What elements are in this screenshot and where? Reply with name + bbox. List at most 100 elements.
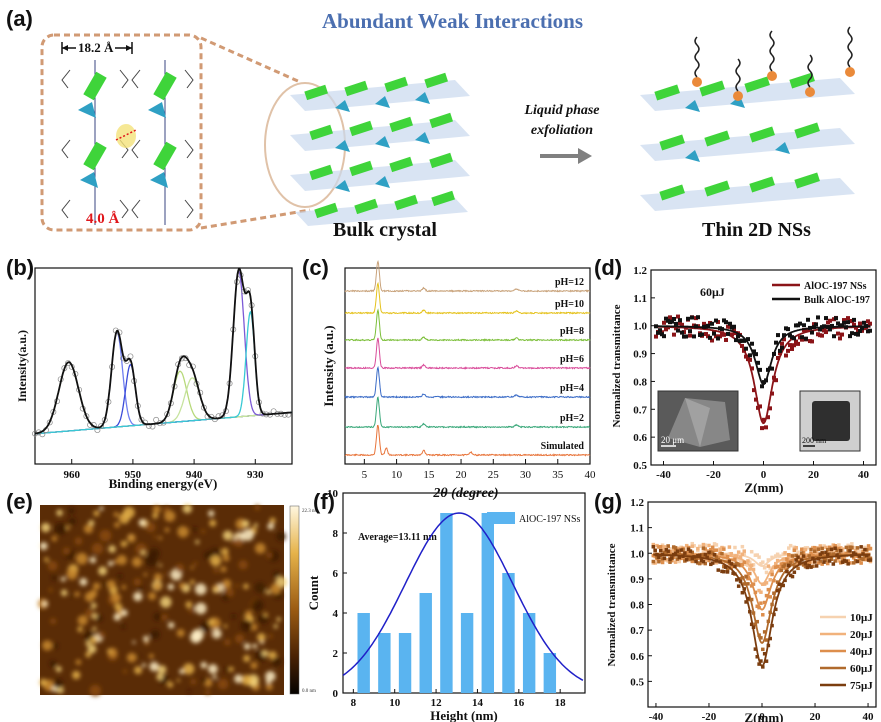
- zscan-fit: [656, 325, 871, 425]
- hist-xtick-label: 10: [389, 697, 401, 709]
- zscan-point: [785, 569, 789, 574]
- afm-grain: [244, 613, 253, 622]
- zscan-point: [856, 329, 860, 334]
- zscan-point: [709, 547, 713, 552]
- zscan-point: [742, 587, 746, 591]
- afm-grain: [92, 582, 101, 590]
- zscan-point: [861, 557, 865, 562]
- afm-grain: [222, 530, 233, 541]
- zscan-point: [712, 548, 717, 553]
- zscan-point: [762, 566, 767, 570]
- afm-grain: [162, 506, 171, 514]
- zscan-point: [818, 552, 823, 557]
- afm-grain: [84, 591, 95, 602]
- zscan-point: [866, 554, 871, 559]
- zscan-point: [814, 322, 818, 327]
- zscan-point: [761, 647, 765, 652]
- zscan-point: [840, 550, 845, 555]
- zscan-point: [725, 556, 730, 561]
- afm-grain: [133, 591, 143, 602]
- hist-bar: [398, 633, 412, 693]
- zscan-point: [703, 543, 708, 547]
- afm-grain: [144, 640, 149, 645]
- zscan-point: [848, 319, 852, 324]
- zscan-point: [710, 561, 715, 565]
- zscan-point: [796, 560, 800, 564]
- xps-raw-point: [57, 376, 64, 383]
- afm-grain: [205, 689, 211, 695]
- afm-grain: [238, 560, 248, 570]
- zscan-point: [764, 378, 768, 383]
- inset-connector-top: [200, 36, 301, 84]
- zscan-point: [742, 560, 746, 565]
- xps-raw-point: [116, 329, 123, 336]
- xps-raw-point: [61, 365, 68, 372]
- zscan-point: [718, 326, 722, 331]
- zscan-fit: [653, 553, 871, 667]
- zscan-point: [736, 557, 741, 561]
- zscan-ytick-label: 0.7: [633, 404, 647, 416]
- afm-grain: [213, 587, 219, 594]
- zscan-point: [668, 555, 672, 559]
- xps-raw-point: [35, 429, 42, 436]
- zscan-point: [844, 545, 849, 550]
- zscan-point: [727, 562, 732, 566]
- zscan-point: [844, 553, 849, 558]
- xps-raw-point: [204, 413, 211, 420]
- zscan-point: [774, 554, 778, 558]
- afm-grain: [210, 555, 222, 567]
- afm-grain: [102, 581, 109, 588]
- zscan-point: [731, 562, 735, 567]
- zscan-point: [774, 561, 778, 566]
- zscan-point: [692, 555, 696, 559]
- xps-peak-6: [34, 270, 292, 435]
- zscan-point: [811, 545, 815, 550]
- afm-grain: [230, 538, 237, 545]
- afm-grain: [77, 626, 83, 633]
- xps-raw-point: [39, 431, 46, 438]
- afm-grain: [48, 685, 53, 689]
- zscan-point: [671, 552, 676, 557]
- zscan-point: [862, 320, 866, 325]
- afm-grain: [179, 668, 185, 675]
- zscan-point: [742, 338, 746, 343]
- afm-grain: [149, 661, 159, 672]
- zscan-point: [864, 325, 868, 330]
- xps-raw-point: [211, 416, 218, 423]
- zscan-point: [674, 326, 678, 331]
- zscan-point: [829, 547, 834, 552]
- zscan-point: [759, 659, 763, 663]
- zscan-point: [774, 565, 778, 569]
- afm-grain: [201, 529, 206, 534]
- afm-grain: [268, 634, 273, 639]
- zscan-point: [746, 357, 750, 362]
- zscan-point: [820, 562, 824, 566]
- zscan-point: [833, 546, 837, 550]
- zscan-point: [772, 565, 776, 569]
- xps-raw-point: [149, 423, 156, 430]
- zscan-point: [818, 552, 823, 556]
- xps-raw-point: [285, 411, 292, 418]
- xps-xtick-label: 950: [125, 469, 142, 481]
- zscan-point: [720, 559, 724, 563]
- zscan-point: [790, 346, 794, 351]
- zscan-point: [678, 321, 682, 326]
- xps-raw-point: [182, 355, 189, 362]
- zscan-point: [863, 547, 867, 552]
- zscan-point: [807, 560, 811, 564]
- afm-grain: [148, 592, 157, 601]
- zscan-point: [759, 561, 763, 566]
- afm-grain: [153, 535, 157, 539]
- hist-ytick-label: 0: [333, 688, 339, 700]
- zscan-point: [834, 315, 838, 320]
- zscan-point: [766, 558, 771, 562]
- zscan-point: [851, 561, 856, 565]
- xps-raw-point: [54, 398, 60, 405]
- xps-raw-point: [164, 411, 171, 418]
- afm-grain: [266, 589, 271, 595]
- zscan-point: [696, 561, 700, 565]
- zscan-point: [836, 331, 840, 336]
- zscan-point: [822, 554, 826, 559]
- zscan-point: [768, 610, 772, 615]
- zscan-point: [866, 319, 870, 324]
